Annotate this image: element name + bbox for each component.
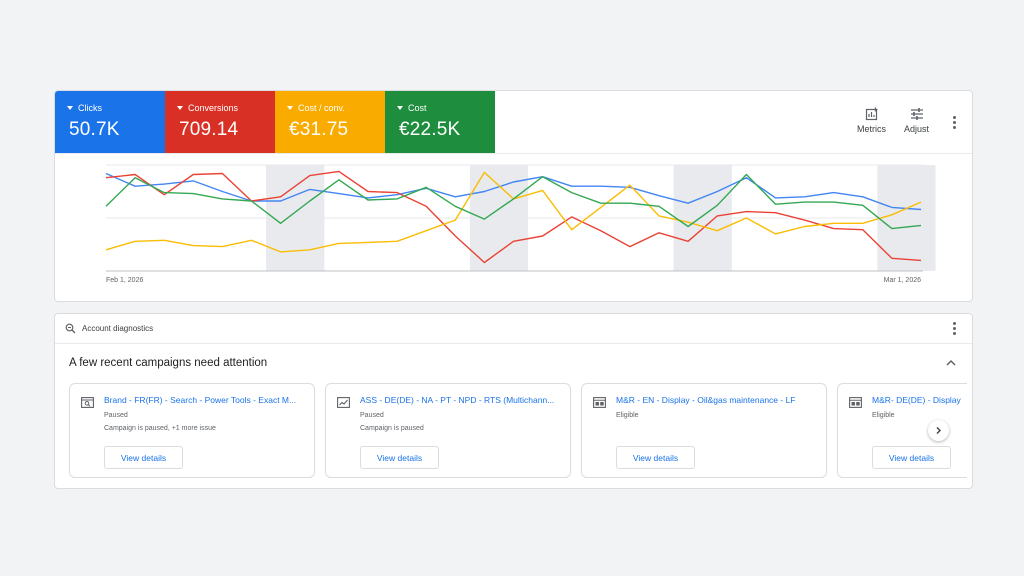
x-tick-label-start: Feb 1, 2026 <box>106 277 143 284</box>
performance-overview-card: Clicks 50.7K Conversions 709.14 Cost / c… <box>54 90 973 302</box>
x-tick-label-end: Mar 1, 2026 <box>884 277 921 284</box>
performance-campaign-icon <box>337 397 350 408</box>
campaign-card: ASS - DE(DE) - NA - PT - NPD - RTS (Mult… <box>325 383 571 478</box>
campaign-issue-text: Campaign is paused, +1 more issue <box>104 425 216 432</box>
metric-label-text: Cost <box>408 103 427 113</box>
adjust-button-label: Adjust <box>904 124 930 134</box>
campaign-name-link[interactable]: M&R- DE(DE) - Display <box>872 395 961 405</box>
account-diagnostics-card: Account diagnostics A few recent campaig… <box>54 313 973 489</box>
diagnostics-search-icon <box>65 323 76 334</box>
metric-tile-conversions[interactable]: Conversions 709.14 <box>165 91 275 153</box>
view-details-button[interactable]: View details <box>104 446 183 469</box>
more-options-icon[interactable] <box>946 114 962 130</box>
performance-line-chart: Feb 1, 2026 Mar 1, 2026 <box>105 164 936 284</box>
view-details-button[interactable]: View details <box>872 446 951 469</box>
campaign-status: Paused <box>360 412 384 419</box>
campaign-name-link[interactable]: M&R - EN - Display - Oil&gas maintenance… <box>616 395 796 405</box>
metrics-button[interactable]: Metrics <box>857 107 886 134</box>
metric-label-conversions: Conversions <box>177 103 238 113</box>
campaign-name-link[interactable]: Brand - FR(FR) - Search - Power Tools - … <box>104 395 297 405</box>
metric-label-text: Cost / conv. <box>298 103 345 113</box>
metric-label-clicks: Clicks <box>67 103 102 113</box>
metric-tile-clicks[interactable]: Clicks 50.7K <box>55 91 165 153</box>
campaign-card: M&R- DE(DE) - Display Eligible View deta… <box>837 383 967 478</box>
metric-label-text: Clicks <box>78 103 102 113</box>
view-details-button[interactable]: View details <box>616 446 695 469</box>
next-campaigns-button[interactable] <box>928 420 949 441</box>
diagnostics-more-options-icon[interactable] <box>946 320 962 336</box>
view-details-button[interactable]: View details <box>360 446 439 469</box>
chevron-up-icon[interactable] <box>945 357 957 369</box>
metric-value-cost: €22.5K <box>399 119 461 140</box>
campaign-card: M&R - EN - Display - Oil&gas maintenance… <box>581 383 827 478</box>
adjust-button[interactable]: Adjust <box>904 107 929 134</box>
diagnostics-header-label: Account diagnostics <box>82 324 154 333</box>
diagnostics-header: Account diagnostics <box>65 323 153 334</box>
dropdown-arrow-icon <box>397 106 403 110</box>
metric-value-clicks: 50.7K <box>69 119 120 140</box>
metric-value-conversions: 709.14 <box>179 119 239 140</box>
divider <box>55 153 972 154</box>
metric-tile-cost-per-conv[interactable]: Cost / conv. €31.75 <box>275 91 385 153</box>
dropdown-arrow-icon <box>177 106 183 110</box>
dropdown-arrow-icon <box>67 106 73 110</box>
metrics-button-label: Metrics <box>857 124 886 134</box>
metric-label-cost-per-conv: Cost / conv. <box>287 103 345 113</box>
campaign-issue-text: Campaign is paused <box>360 425 424 432</box>
display-campaign-icon <box>593 397 606 408</box>
chevron-right-icon <box>936 427 941 434</box>
display-campaign-icon <box>849 397 862 408</box>
series-line-conversions <box>105 170 922 264</box>
search-campaign-icon <box>81 397 94 408</box>
metric-value-cost-per-conv: €31.75 <box>289 119 349 140</box>
tune-icon <box>910 108 923 120</box>
series-line-cost <box>105 173 922 230</box>
campaign-status: Paused <box>104 412 128 419</box>
dropdown-arrow-icon <box>287 106 293 110</box>
metric-label-cost: Cost <box>397 103 427 113</box>
series-line-clicks <box>105 172 922 211</box>
divider <box>55 343 972 344</box>
attention-title: A few recent campaigns need attention <box>69 357 268 369</box>
metric-label-text: Conversions <box>188 103 239 113</box>
add-chart-icon <box>865 107 877 121</box>
metric-tile-cost[interactable]: Cost €22.5K <box>385 91 495 153</box>
campaign-status: Eligible <box>872 412 895 419</box>
campaign-status: Eligible <box>616 412 639 419</box>
campaign-card: Brand - FR(FR) - Search - Power Tools - … <box>69 383 315 478</box>
campaign-name-link[interactable]: ASS - DE(DE) - NA - PT - NPD - RTS (Mult… <box>360 395 555 405</box>
